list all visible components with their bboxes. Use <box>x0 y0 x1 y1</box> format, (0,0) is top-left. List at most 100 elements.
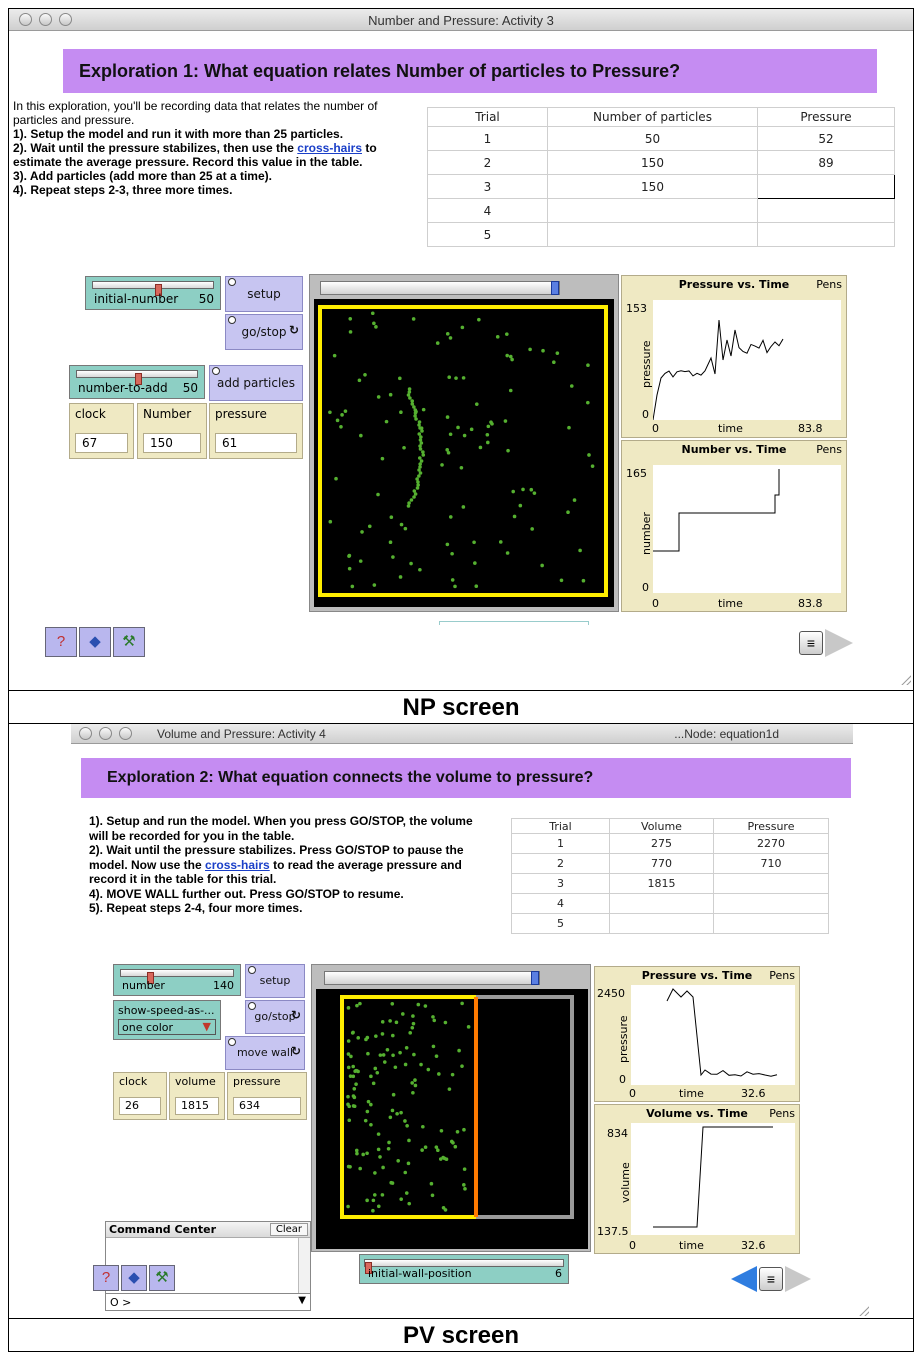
command-scrollbar[interactable] <box>298 1238 310 1293</box>
table-cell[interactable]: 2 <box>427 150 548 175</box>
table-cell[interactable]: 3 <box>511 873 610 894</box>
slider-track[interactable] <box>92 281 214 296</box>
table-cell[interactable]: 2 <box>511 853 610 874</box>
pv-cross-hairs-link[interactable]: cross-hairs <box>205 857 270 872</box>
slider-thumb[interactable] <box>365 1262 372 1274</box>
table-cell[interactable]: 2270 <box>713 833 829 854</box>
move-wall-button[interactable]: move wall ↻ <box>225 1036 305 1070</box>
slider-thumb[interactable] <box>531 971 539 985</box>
slider-track[interactable] <box>364 1259 564 1274</box>
table-cell[interactable]: 50 <box>547 126 758 151</box>
slider-track[interactable] <box>120 969 234 984</box>
plot-pens-button[interactable]: Pens <box>769 969 795 982</box>
resize-grip-icon[interactable] <box>899 673 911 685</box>
table-cell-active[interactable] <box>757 174 895 199</box>
table-cell[interactable]: 4 <box>511 893 610 914</box>
table-cell[interactable]: 150 <box>547 174 758 199</box>
command-input[interactable]: O > ▼ <box>106 1293 310 1310</box>
np-pressure-plot[interactable]: Pressure vs. Time Pens 153 0 pressure 0 … <box>621 275 847 438</box>
particle <box>363 1118 368 1123</box>
table-cell[interactable]: 4 <box>427 198 548 223</box>
chevron-down-icon[interactable]: ▼ <box>298 1295 306 1306</box>
help-icon[interactable]: ? <box>93 1265 119 1291</box>
number-slider[interactable]: number 140 <box>113 964 241 996</box>
pv-volume-plot[interactable]: Volume vs. Time Pens 834 137.5 volume 0 … <box>594 1104 800 1254</box>
setup-button[interactable]: setup <box>225 276 303 312</box>
clear-button[interactable]: Clear <box>269 1223 308 1236</box>
go-stop-button[interactable]: go/stop ↻ <box>225 314 303 350</box>
notes-icon[interactable]: ≡ <box>799 631 823 655</box>
slider-thumb[interactable] <box>551 281 559 295</box>
table-cell[interactable] <box>757 222 895 247</box>
next-arrow-icon[interactable] <box>825 629 853 657</box>
go-stop-button[interactable]: go/stop ↻ <box>245 1000 305 1034</box>
np-world-view[interactable] <box>314 299 614 607</box>
table-cell[interactable]: 89 <box>757 150 895 175</box>
dropdown-arrow-icon[interactable]: ▼ <box>202 1020 211 1033</box>
number-to-add-slider[interactable]: number-to-add 50 <box>69 365 205 399</box>
particle <box>403 1119 407 1123</box>
slider-thumb[interactable] <box>155 284 162 296</box>
view-speed-slider[interactable] <box>324 971 540 985</box>
table-cell[interactable] <box>547 198 758 223</box>
view-speed-slider[interactable] <box>320 281 560 295</box>
chooser-value[interactable]: one color ▼ <box>118 1019 216 1035</box>
table-cell[interactable] <box>713 913 829 934</box>
minimize-window-icon[interactable] <box>99 727 112 740</box>
particle <box>351 1104 356 1108</box>
table-cell[interactable]: 275 <box>609 833 714 854</box>
pv-world-view[interactable] <box>316 989 588 1249</box>
pv-caption-bar: PV screen <box>8 1318 914 1352</box>
zoom-window-icon[interactable] <box>59 13 72 26</box>
zoom-window-icon[interactable] <box>119 727 132 740</box>
initial-wall-position-slider[interactable]: initial-wall-position 6 <box>359 1254 569 1284</box>
particle <box>462 1127 466 1132</box>
book-icon[interactable]: ◆ <box>79 627 111 657</box>
particle <box>406 1161 411 1166</box>
slider-thumb[interactable] <box>135 373 142 385</box>
table-cell[interactable]: 3 <box>427 174 548 199</box>
particle <box>413 408 418 412</box>
add-particles-button[interactable]: add particles <box>209 365 303 401</box>
plot-pens-button[interactable]: Pens <box>816 278 842 291</box>
book-icon[interactable]: ◆ <box>121 1265 147 1291</box>
close-window-icon[interactable] <box>19 13 32 26</box>
resize-grip-icon[interactable] <box>857 1304 869 1316</box>
table-cell[interactable] <box>547 222 758 247</box>
pv-pressure-plot[interactable]: Pressure vs. Time Pens 2450 0 pressure 0… <box>594 966 800 1102</box>
help-icon[interactable]: ? <box>45 627 77 657</box>
table-cell[interactable]: 1 <box>511 833 610 854</box>
close-window-icon[interactable] <box>79 727 92 740</box>
forever-loop-icon: ↻ <box>288 323 299 337</box>
plot-pens-button[interactable]: Pens <box>769 1107 795 1120</box>
particle <box>417 432 422 436</box>
back-arrow-icon[interactable] <box>731 1266 757 1292</box>
table-cell[interactable] <box>757 198 895 223</box>
table-cell[interactable] <box>609 893 714 914</box>
table-cell[interactable]: 150 <box>547 150 758 175</box>
table-cell[interactable] <box>713 873 829 894</box>
tools-icon[interactable]: ⚒ <box>149 1265 175 1291</box>
table-cell[interactable]: 52 <box>757 126 895 151</box>
particle <box>380 1193 385 1197</box>
table-cell[interactable]: 1815 <box>609 873 714 894</box>
slider-thumb[interactable] <box>147 972 154 984</box>
next-arrow-icon[interactable] <box>785 1266 811 1292</box>
setup-button[interactable]: setup <box>245 964 305 998</box>
notes-icon[interactable]: ≡ <box>759 1267 783 1291</box>
initial-number-slider[interactable]: initial-number 50 <box>85 276 221 310</box>
minimize-window-icon[interactable] <box>39 13 52 26</box>
np-number-plot[interactable]: Number vs. Time Pens 165 0 number 0 time… <box>621 440 847 612</box>
table-cell[interactable] <box>609 913 714 934</box>
table-cell[interactable]: 1 <box>427 126 548 151</box>
table-cell[interactable]: 5 <box>427 222 548 247</box>
table-cell[interactable]: 5 <box>511 913 610 934</box>
show-speed-chooser[interactable]: show-speed-as-... one color ▼ <box>113 1000 221 1040</box>
slider-track[interactable] <box>76 370 198 385</box>
table-cell[interactable]: 770 <box>609 853 714 874</box>
tools-icon[interactable]: ⚒ <box>113 627 145 657</box>
table-cell[interactable]: 710 <box>713 853 829 874</box>
np-cross-hairs-link[interactable]: cross-hairs <box>297 141 362 155</box>
plot-pens-button[interactable]: Pens <box>816 443 842 456</box>
table-cell[interactable] <box>713 893 829 914</box>
